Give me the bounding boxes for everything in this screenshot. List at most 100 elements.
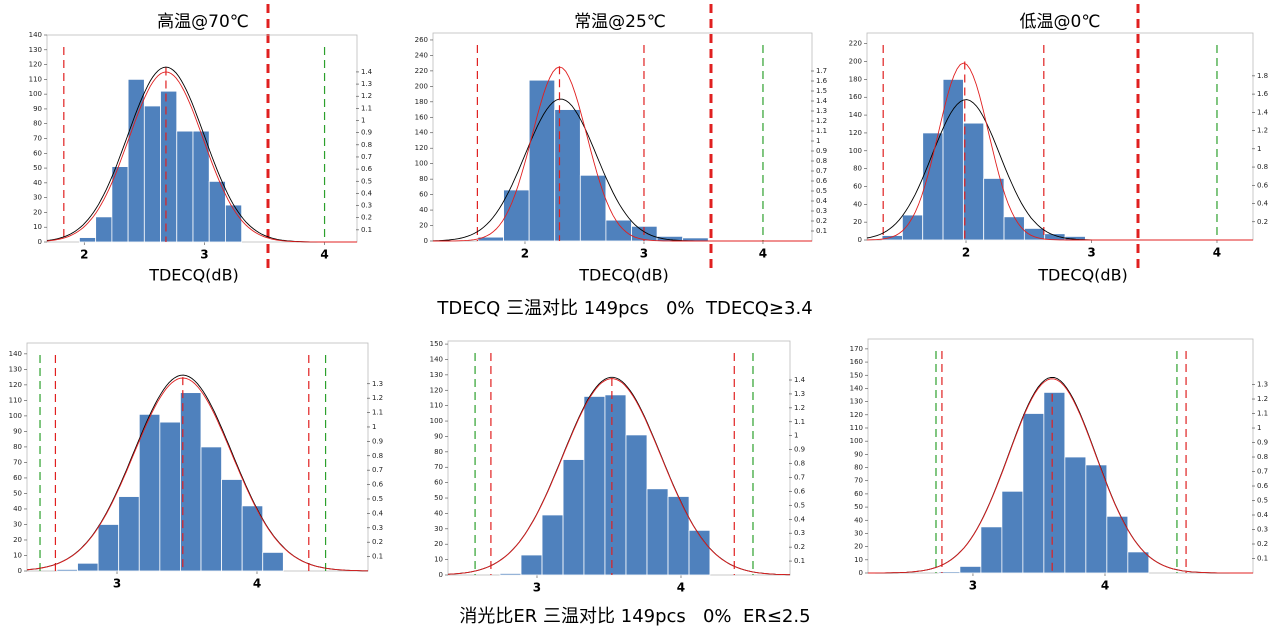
y-tick-label: 150 [850,371,863,379]
y2-tick-label: 0.1 [794,557,805,565]
bar [79,237,97,243]
y-tick-label: 180 [415,98,428,106]
y-tick-label: 20 [854,543,863,551]
y2-tick-label: 0.5 [816,187,827,195]
y2-tick-label: 1 [1257,145,1261,153]
y2-tick-label: 0.9 [816,147,827,155]
fit-curve [432,98,812,242]
y2-tick-label: 1.3 [816,107,827,115]
bar [646,488,669,576]
y-tick-label: 0 [439,571,443,579]
y-tick-label: 40 [434,509,443,517]
y-tick-label: 100 [9,412,22,420]
y-tick-label: 70 [33,135,42,143]
y-tick-label: 70 [434,463,443,471]
y2-tick-label: 1.6 [816,77,828,85]
fit-curve [46,71,357,243]
y-tick-label: 90 [33,105,42,113]
y-tick-label: 140 [849,111,862,119]
y2-tick-label: 0.4 [361,189,373,197]
y-tick-label: 60 [854,490,863,498]
y2-tick-label: 0.2 [361,214,372,222]
y-tick-label: 140 [430,355,443,363]
y2-tick-label: 0.7 [1257,468,1268,476]
x-tick-label: 2 [521,247,529,261]
x-tick-label: 4 [759,247,767,261]
bar [200,446,222,572]
y2-tick-label: 0.7 [361,153,372,161]
y2-tick-label: 0.2 [1257,218,1268,226]
y-tick-label: 120 [29,61,42,69]
x-tick-label: 3 [1087,246,1095,260]
bar [881,235,903,241]
y2-tick-label: 1.8 [1257,72,1268,80]
y-tick-label: 40 [419,206,428,214]
y-tick-label: 140 [415,129,428,137]
bar [118,496,140,572]
y2-tick-label: 0.7 [816,167,827,175]
x-tick-label: 4 [1213,246,1221,260]
y-tick-label: 100 [415,160,428,168]
y-tick-label: 30 [434,525,443,533]
x-axis-label: TDECQ(dB) [148,266,239,285]
y2-tick-label: 0.9 [361,129,372,137]
y-tick-label: 240 [415,51,428,59]
y-tick-label: 60 [33,149,42,157]
y2-tick-label: 0.6 [1257,181,1269,189]
y2-tick-label: 0.4 [1257,511,1269,519]
y2-tick-label: 0.1 [816,227,827,235]
y-tick-label: 70 [13,458,22,466]
y-tick-label: 90 [13,427,22,435]
y2-tick-label: 1 [361,117,365,125]
y-tick-label: 170 [850,345,863,353]
y2-tick-label: 0.7 [372,466,383,474]
y-tick-label: 50 [434,494,443,502]
y2-tick-label: 1.2 [794,404,805,412]
bar [1003,216,1025,241]
y-tick-label: 100 [850,437,863,445]
bar [625,434,648,576]
y-tick-label: 80 [33,120,42,128]
bar [225,204,243,243]
bar [688,529,711,576]
bar [604,394,627,576]
bar [942,78,964,241]
y-tick-label: 80 [853,165,862,173]
y2-tick-label: 1.3 [794,390,805,398]
y2-tick-label: 1.1 [816,127,827,135]
x-tick-label: 3 [969,579,977,593]
y-tick-label: 120 [849,129,862,137]
fit-curve [433,66,812,242]
y2-tick-label: 0.2 [372,538,383,546]
y2-tick-label: 0.6 [372,481,384,489]
y-tick-label: 100 [29,90,42,98]
y-tick-label: 80 [419,175,428,183]
y2-tick-label: 0.3 [1257,526,1268,534]
y2-tick-label: 1.1 [1257,410,1268,418]
bar [962,122,985,241]
y-tick-label: 30 [33,194,42,202]
y-tick-label: 0 [858,236,862,244]
y-tick-label: 120 [9,381,22,389]
bar [180,392,202,572]
y2-tick-label: 0.3 [372,524,383,532]
bar [221,479,243,572]
bar [520,554,543,576]
y-tick-label: 120 [415,144,428,152]
y-tick-label: 90 [434,432,443,440]
x-tick-label: 4 [320,248,328,262]
y2-tick-label: 0.6 [816,177,828,185]
y-tick-label: 50 [854,503,863,511]
y2-tick-label: 0.3 [794,529,805,537]
y-tick-label: 220 [415,67,428,75]
y-tick-label: 60 [419,191,428,199]
bar [1085,464,1108,574]
y2-tick-label: 0.5 [794,501,805,509]
y-tick-label: 80 [434,448,443,456]
y2-tick-label: 0.1 [372,553,383,561]
y-tick-label: 160 [849,93,862,101]
y2-tick-label: 1.2 [361,92,372,100]
y-tick-label: 80 [13,443,22,451]
y2-tick-label: 0.5 [361,177,372,185]
